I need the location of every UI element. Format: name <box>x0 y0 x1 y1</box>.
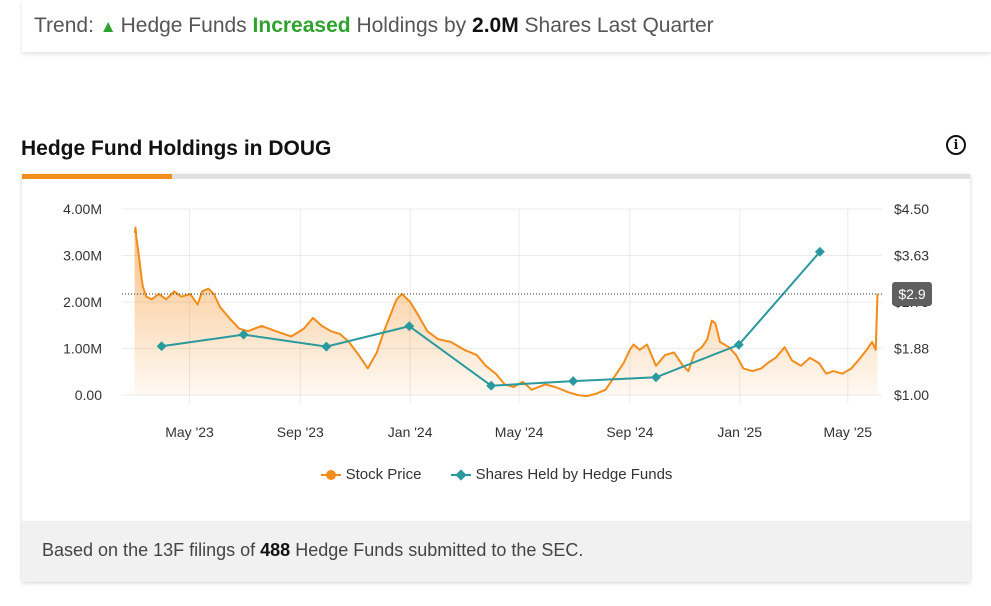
trend-text-2: Holdings by <box>356 14 467 37</box>
chart-footer: Based on the 13F filings of 488 Hedge Fu… <box>22 521 970 582</box>
footer-suffix: Hedge Funds submitted to the SEC. <box>295 540 584 560</box>
price-label: $2.9 <box>122 282 932 307</box>
hedge-fund-point <box>733 339 744 350</box>
hedge-fund-series <box>156 246 825 391</box>
hedge-fund-point <box>238 329 249 340</box>
stock-price-series <box>133 226 879 398</box>
y-left-tick-label: 3.00M <box>63 248 102 264</box>
trend-amount: 2.0M <box>472 14 519 37</box>
current-price-badge <box>892 282 932 307</box>
hedge-fund-chart: 0.00$1.001.00M$1.882.00M$2.753.00M$3.634… <box>63 201 932 440</box>
chart-card: 0.00$1.001.00M$1.882.00M$2.753.00M$3.634… <box>22 174 970 582</box>
legend-stock-price-marker <box>320 470 341 481</box>
y-right-tick-label: $3.63 <box>894 248 929 264</box>
y-left-tick-label: 2.00M <box>63 294 102 310</box>
y-left-tick-label: 1.00M <box>63 341 102 357</box>
footer-note: Based on the 13F filings of 488 Hedge Fu… <box>42 540 583 561</box>
hedge-fund-point <box>321 341 332 352</box>
footer-prefix: Based on the 13F filings of <box>42 540 256 560</box>
x-tick-label: Sep '24 <box>606 424 653 440</box>
x-tick-label: Jan '24 <box>388 424 433 440</box>
x-tick-label: May '25 <box>823 424 872 440</box>
trend-direction: Increased <box>252 14 351 37</box>
info-circle-icon[interactable]: i <box>946 135 966 155</box>
legend-hedge-funds-label: Shares Held by Hedge Funds <box>475 466 673 483</box>
x-tick-label: Sep '23 <box>277 424 324 440</box>
trend-text-1: Hedge Funds <box>120 14 247 37</box>
stock-price-area <box>134 227 878 397</box>
legend-item-hedge-funds[interactable]: Shares Held by Hedge Funds <box>450 466 673 483</box>
y-right-tick-label: $1.00 <box>894 387 929 403</box>
hedge-fund-point <box>404 321 415 332</box>
y-right-tick-label: $4.50 <box>894 201 929 217</box>
legend-stock-price-label: Stock Price <box>345 466 422 483</box>
current-price-label: $2.9 <box>898 286 925 302</box>
x-tick-label: Jan '25 <box>717 424 762 440</box>
section-title: Hedge Fund Holdings in DOUG <box>21 137 332 160</box>
hedge-fund-point <box>156 341 167 352</box>
y-right-tick-label: $1.88 <box>894 341 929 357</box>
hedge-fund-point <box>651 372 661 383</box>
x-tick-label: May '24 <box>495 424 544 440</box>
trend-prefix: Trend: <box>34 14 94 37</box>
chart-legend: Stock Price Shares Held by Hedge Funds <box>22 466 970 483</box>
legend-item-stock-price[interactable]: Stock Price <box>320 466 422 483</box>
trend-up-arrow-icon: ▲ <box>99 17 117 36</box>
y-left-tick-label: 4.00M <box>63 201 102 217</box>
chart-tab-bar <box>22 174 970 179</box>
x-tick-label: May '23 <box>165 424 214 440</box>
hedge-fund-point <box>486 380 497 391</box>
trend-summary: Trend: ▲ Hedge Funds Increased Holdings b… <box>34 14 714 38</box>
chart-tab-active[interactable] <box>22 174 172 179</box>
trend-text-3: Shares Last Quarter <box>524 14 714 37</box>
hedge-fund-point <box>568 376 579 387</box>
chart-axes: 0.00$1.001.00M$1.882.00M$2.753.00M$3.634… <box>63 201 929 440</box>
legend-hedge-funds-marker <box>450 469 471 481</box>
trend-card: Trend: ▲ Hedge Funds Increased Holdings b… <box>22 0 991 52</box>
footer-fund-count: 488 <box>260 540 291 560</box>
stock-price-line <box>133 226 879 398</box>
y-left-tick-label: 0.00 <box>75 387 102 403</box>
